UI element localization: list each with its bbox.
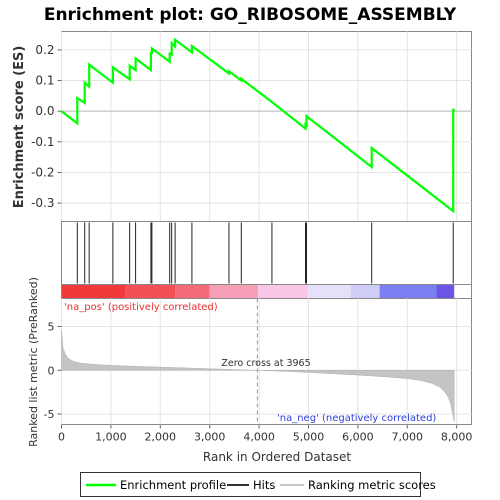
heat-segment [307,284,351,299]
legend-label-enrichment: Enrichment profile [120,478,226,492]
heat-segment [350,284,380,299]
legend-box [80,472,421,497]
es-tick-label: -0.3 [31,196,54,210]
es-tick-label: -0.1 [31,135,54,149]
pos-correlation-label: 'na_pos' (positively correlated) [64,302,218,313]
x-tick-label: 7,000 [392,431,424,444]
x-tick-label: 2,000 [145,431,177,444]
chart-title: Enrichment plot: GO_RIBOSOME_ASSEMBLY [44,5,457,25]
x-tick-label: 8,000 [441,431,473,444]
es-tick-label: 0.0 [35,104,54,118]
heat-segment [125,284,176,299]
x-tick-label: 4,000 [243,431,275,444]
hits-panel-frame [61,221,472,285]
x-axis-label: Rank in Ordered Dataset [203,450,351,464]
enrichment-profile-line [60,37,456,214]
neg-correlation-label: 'na_neg' (negatively correlated) [277,413,436,424]
heat-segment [61,284,126,299]
heat-segment [258,284,308,299]
es-panel-frame [61,31,472,222]
zero-cross-label: Zero cross at 3965 [221,358,310,369]
metric-tick-label: 5 [48,321,55,334]
legend-label-metric: Ranking metric scores [308,478,436,492]
heat-segment [436,284,455,299]
heat-segment [379,284,437,299]
ranking-metric-area [61,329,455,422]
metric-tick-label: -5 [44,408,55,421]
metric-panel-frame [61,298,472,425]
metric-tick-label: 0 [48,364,55,377]
es-tick-label: 0.1 [35,74,54,88]
heat-segment [209,284,259,299]
es-y-axis-label: Enrichment score (ES) [12,46,27,209]
x-tick-label: 0 [58,431,65,444]
es-tick-label: 0.2 [35,43,54,57]
x-tick-label: 3,000 [194,431,226,444]
x-tick-label: 5,000 [293,431,325,444]
x-tick-label: 6,000 [342,431,374,444]
es-tick-label: -0.2 [31,165,54,179]
heat-segment [175,284,210,299]
legend-label-hits: Hits [253,478,275,492]
x-tick-label: 1,000 [95,431,127,444]
metric-y-axis-label: Ranked list metric (PreRanked) [27,277,40,447]
